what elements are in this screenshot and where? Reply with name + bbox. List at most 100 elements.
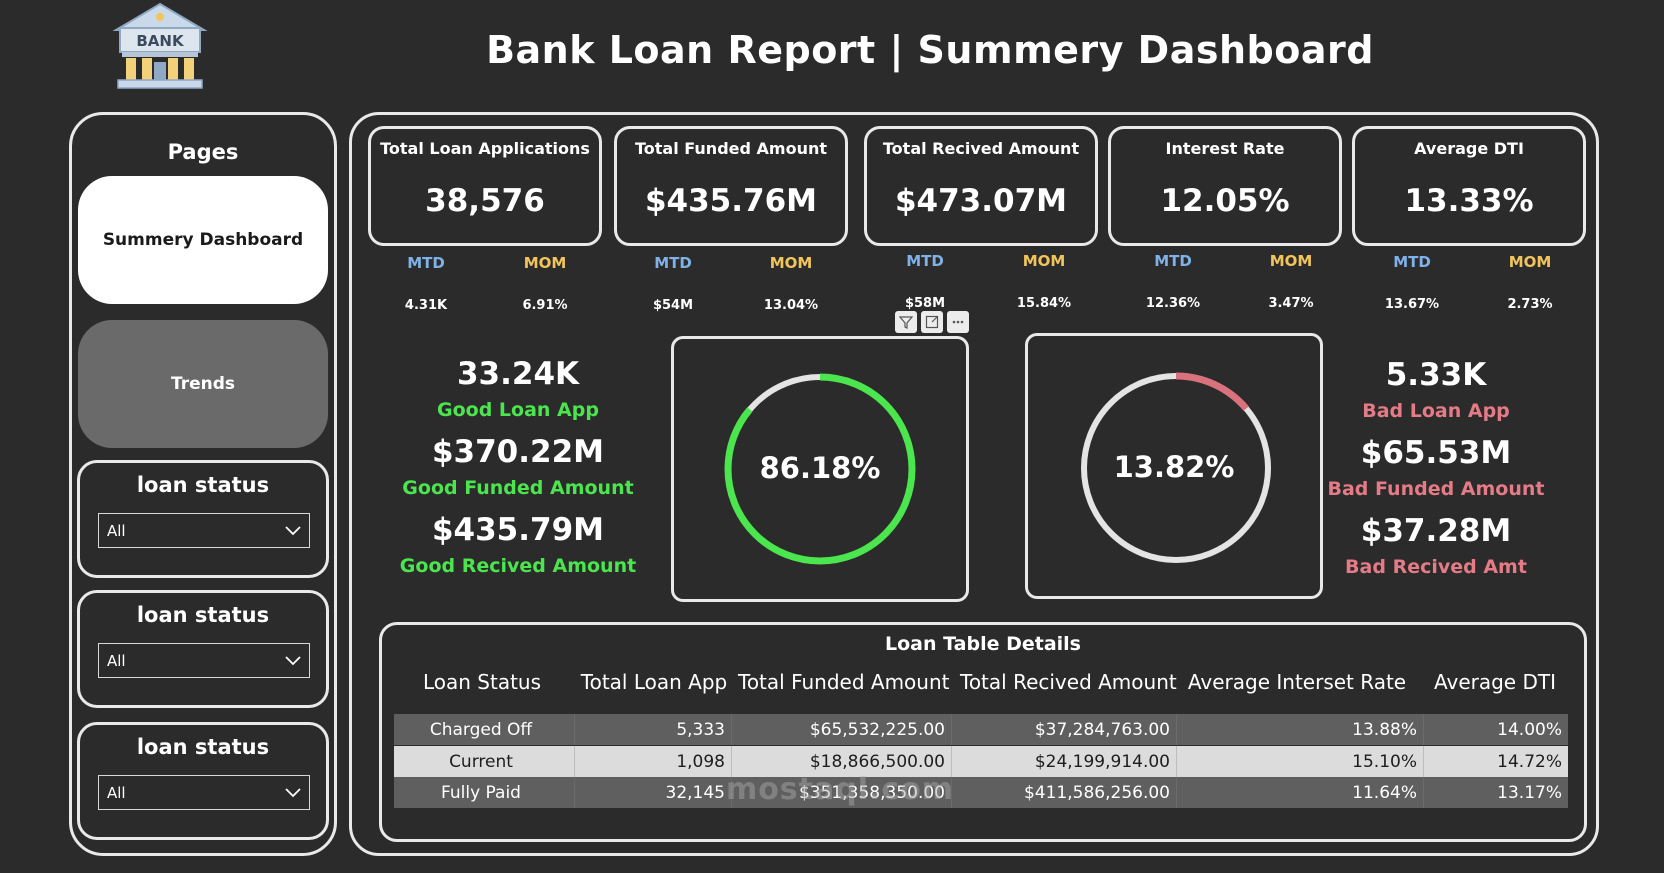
good-recived-amount-label: Good Recived Amount [399,555,637,577]
nav-summery-dashboard-button[interactable]: Summery Dashboard [78,176,328,304]
kpi-value: $473.07M [894,183,1068,219]
table-cell: 15.10% [1176,746,1423,777]
kpi-label: Average DTI [1414,139,1524,158]
table-cell: $18,866,500.00 [731,746,951,777]
mom-value: 13.04% [763,298,819,313]
mom-value: 6.91% [522,298,568,313]
table-cell: 32,145 [574,777,731,808]
bad-loan-app-value: 5.33K [1385,357,1487,393]
mom-value: 3.47% [1268,296,1314,311]
column-header-total-recived-amount[interactable]: Total Recived Amount [960,670,1177,694]
kpi-value: 13.33% [1404,183,1534,219]
pages-heading: Pages [167,140,239,164]
kpi-total-funded-amount[interactable]: Total Funded Amount $435.76M [614,126,848,246]
mom-label: MOM [1269,252,1313,270]
kpi-value: 38,576 [425,183,545,219]
table-row[interactable]: Current 1,098 $18,866,500.00 $24,199,914… [394,746,1568,777]
table-row[interactable]: Fully Paid 32,145 $351,358,350.00 $411,5… [394,777,1568,808]
mtd-label: MTD [1154,252,1192,270]
filter-icon[interactable] [895,311,917,333]
table-cell: 5,333 [574,714,731,745]
kpi-interest-rate[interactable]: Interest Rate 12.05% [1108,126,1342,246]
loan-table-card [379,622,1587,842]
bad-loan-percent-label: 13.82% [1113,450,1235,484]
dropdown-value: All [107,521,126,540]
bank-logo-text: BANK [136,32,185,50]
focus-mode-icon[interactable] [921,311,943,333]
table-cell: 13.17% [1423,777,1568,808]
loan-status-slicer: loan status All [77,460,329,578]
table-cell: $24,199,914.00 [951,746,1176,777]
table-cell: 1,098 [574,746,731,777]
column-header-loan-status[interactable]: Loan Status [422,670,542,694]
good-recived-amount-value: $435.79M [431,512,605,548]
mom-label: MOM [1508,253,1552,271]
donut-arc-good [724,373,916,565]
mtd-value: 12.36% [1145,296,1201,311]
kpi-total-recived-amount[interactable]: Total Recived Amount $473.07M [864,126,1098,246]
watermark: mostaql.com [725,772,955,807]
page-title: Bank Loan Report | Summery Dashboard [486,28,1374,72]
nav-trends-button[interactable]: Trends [78,320,328,448]
kpi-label: Total Recived Amount [882,139,1080,158]
column-header-average-dti[interactable]: Average DTI [1433,670,1556,694]
table-cell: Charged Off [429,719,533,740]
table-cell: 13.88% [1176,714,1423,745]
loan-status-dropdown[interactable]: All [98,643,310,678]
mom-label: MOM [523,254,567,272]
table-cell: $411,586,256.00 [951,777,1176,808]
mom-value: 15.84% [1016,296,1072,311]
visual-toolbar [895,311,969,333]
chevron-down-icon [285,655,301,665]
kpi-label: Total Funded Amount [635,139,827,158]
mtd-value: $58M [904,296,946,311]
donut-arc-bad [1080,372,1272,564]
bank-logo-icon: BANK [112,2,208,89]
kpi-value: 12.05% [1160,183,1290,219]
mtd-value: $54M [652,298,694,313]
column-header-total-loan-app[interactable]: Total Loan App [580,670,728,694]
loan-table-title: Loan Table Details [885,633,1081,655]
column-header-average-interset-rate[interactable]: Average Interset Rate [1187,670,1407,694]
column-header-total-funded-amount[interactable]: Total Funded Amount [738,670,950,694]
kpi-label: Total Loan Applications [380,139,590,158]
table-cell: 11.64% [1176,777,1423,808]
loan-status-dropdown[interactable]: All [98,513,310,548]
kpi-value: $435.76M [644,183,818,219]
main-panel [349,112,1599,856]
loan-status-dropdown[interactable]: All [98,775,310,810]
bad-loan-percent-donut[interactable]: 13.82% [1025,333,1323,599]
bad-funded-amount-label: Bad Funded Amount [1327,478,1545,500]
good-loan-percent-label: 86.18% [759,451,881,485]
bad-loan-app-label: Bad Loan App [1362,400,1510,422]
bad-recived-amount-label: Bad Recived Amt [1345,556,1527,578]
good-loan-app-label: Good Loan App [437,399,599,421]
kpi-average-dti[interactable]: Average DTI 13.33% [1352,126,1586,246]
table-row[interactable]: Charged Off 5,333 $65,532,225.00 $37,284… [394,714,1568,745]
slicer-title: loan status [136,603,270,627]
mom-value: 2.73% [1507,297,1553,312]
good-loan-percent-donut[interactable]: 86.18% [671,336,969,602]
table-cell: $37,284,763.00 [951,714,1176,745]
table-cell: $65,532,225.00 [731,714,951,745]
slicer-title: loan status [136,473,270,497]
kpi-total-loan-applications[interactable]: Total Loan Applications 38,576 [368,126,602,246]
more-options-icon[interactable] [947,311,969,333]
good-funded-amount-label: Good Funded Amount [402,477,634,499]
donut-chart [1080,372,1272,564]
table-cell: $351,358,350.00 [731,777,951,808]
mtd-value: 13.67% [1384,297,1440,312]
mtd-label: MTD [1393,253,1431,271]
good-loan-app-value: 33.24K [456,356,580,392]
sidebar-panel [69,112,337,856]
bad-recived-amount-value: $37.28M [1360,513,1512,549]
mtd-label: MTD [407,254,445,272]
chevron-down-icon [285,525,301,535]
table-cell: Fully Paid [441,782,521,803]
table-cell: 14.72% [1423,746,1568,777]
chevron-down-icon [285,787,301,797]
loan-status-slicer: loan status All [77,722,329,840]
mom-label: MOM [1022,252,1066,270]
mtd-label: MTD [906,252,944,270]
